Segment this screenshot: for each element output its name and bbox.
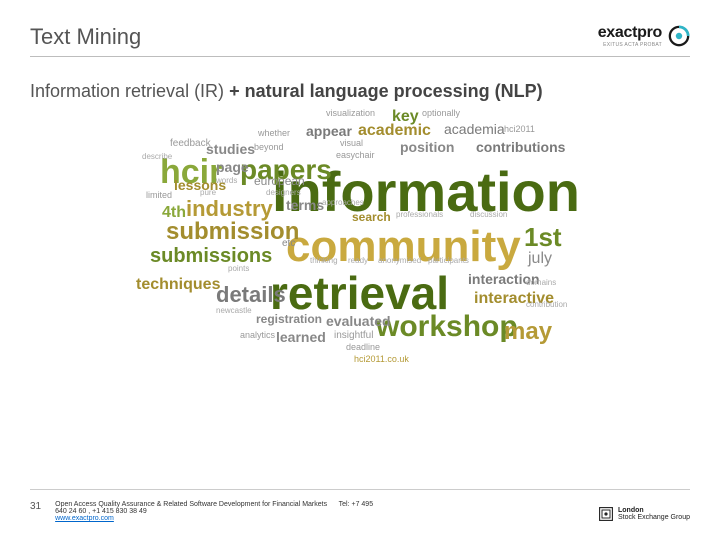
wordcloud-word: analytics: [240, 332, 275, 340]
wordcloud-word: position: [400, 142, 454, 154]
company-logo: exactpro EXITUS ACTA PROBAT: [598, 24, 690, 48]
footer-info: Open Access Quality Assurance & Related …: [55, 501, 375, 522]
wordcloud-word: industry: [186, 200, 273, 219]
wordcloud-word: submissions: [150, 248, 272, 265]
wordcloud-word: insightful: [334, 332, 373, 341]
wordcloud-word: techniques: [136, 278, 220, 292]
wordcloud-word: contribution: [526, 302, 567, 309]
wordcloud-word: participants: [428, 258, 469, 265]
wordcloud-word: european: [254, 176, 305, 186]
wordcloud-word: workshop: [376, 314, 518, 340]
wordcloud-word: contributions: [476, 142, 565, 154]
wordcloud-word: terms: [286, 200, 324, 212]
logo-name: exactpro: [598, 24, 662, 42]
wordcloud-word: limited: [146, 192, 172, 200]
wordcloud-word: 4th: [162, 206, 186, 220]
wordcloud-word: designers: [266, 190, 301, 197]
wordcloud-word: hci2011.co.uk: [354, 356, 409, 364]
wordcloud-word: 1st: [524, 226, 562, 248]
wordcloud-word: words: [216, 178, 237, 185]
lseg-line2: Stock Exchange Group: [618, 514, 690, 521]
wordcloud-word: beyond: [254, 144, 284, 152]
wordcloud-word: page: [216, 162, 249, 174]
wordcloud-word: visualization: [326, 110, 375, 118]
wordcloud-word: professionals: [396, 212, 443, 219]
wordcloud-word: evaluated: [326, 316, 391, 328]
wordcloud-word: registration: [256, 314, 322, 324]
wordcloud-word: hci2011: [504, 126, 535, 134]
page-title: Text Mining: [30, 24, 141, 50]
wordcloud-word: search: [352, 212, 391, 222]
footer: 31 Open Access Quality Assurance & Relat…: [0, 501, 720, 522]
wordcloud-word: appear: [306, 126, 352, 138]
wordcloud-word: visual: [340, 140, 363, 148]
headline-part1: Information retrieval (IR): [30, 81, 229, 101]
wordcloud: informationcommunityretrievalhcirpaperss…: [100, 118, 620, 398]
page-number: 31: [30, 501, 41, 512]
wordcloud-word: feedback: [170, 140, 211, 149]
wordcloud-word: submission: [166, 222, 299, 242]
lseg-logo: London Stock Exchange Group: [598, 506, 690, 522]
lseg-icon: [598, 506, 614, 522]
headline-bold: + natural language processing (NLP): [229, 81, 543, 101]
wordcloud-word: anonymised: [378, 258, 421, 265]
wordcloud-word: retrieval: [270, 274, 449, 313]
wordcloud-word: newcastle: [216, 308, 252, 315]
wordcloud-word: approaches: [322, 200, 364, 207]
wordcloud-word: describe: [142, 154, 172, 161]
wordcloud-word: studies: [206, 144, 255, 156]
wordcloud-word: etc: [282, 240, 295, 249]
wordcloud-word: may: [504, 322, 552, 342]
wordcloud-word: learned: [276, 332, 326, 344]
wordcloud-word: optionally: [422, 110, 460, 118]
footer-line: Open Access Quality Assurance & Related …: [55, 501, 327, 508]
wordcloud-word: academia: [444, 124, 505, 136]
wordcloud-word: key: [392, 110, 419, 124]
wordcloud-word: july: [528, 252, 552, 266]
wordcloud-word: domains: [526, 280, 556, 287]
footer-divider: [30, 489, 690, 490]
wordcloud-word: ready: [348, 258, 368, 265]
wordcloud-word: discussion: [470, 212, 507, 219]
wordcloud-word: thinking: [310, 258, 338, 265]
wordcloud-word: details: [216, 286, 286, 305]
wordcloud-word: academic: [358, 124, 431, 138]
wordcloud-word: points: [228, 266, 249, 273]
footer-url[interactable]: www.exactpro.com: [55, 515, 114, 522]
wordcloud-word: easychair: [336, 152, 375, 160]
lseg-line1: London: [618, 507, 690, 514]
wordcloud-word: whether: [258, 130, 290, 138]
logo-tagline: EXITUS ACTA PROBAT: [603, 42, 662, 48]
title-divider: [30, 56, 690, 57]
logo-icon: [668, 25, 690, 47]
wordcloud-word: deadline: [346, 344, 380, 352]
wordcloud-word: pure: [200, 190, 216, 197]
